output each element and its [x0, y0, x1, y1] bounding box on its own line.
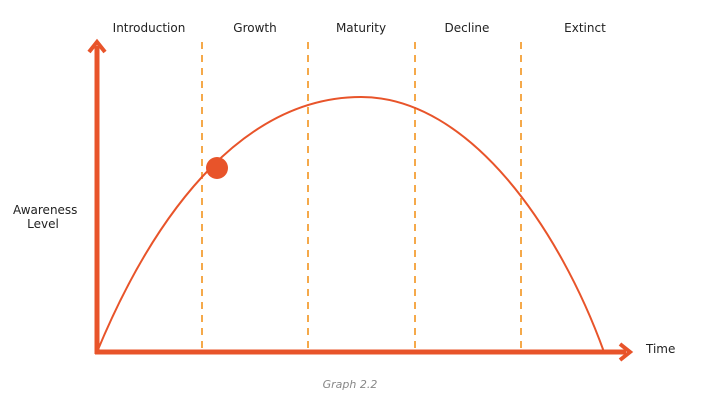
- stage-dividers: [201, 42, 522, 352]
- stage-label: Introduction: [112, 21, 186, 35]
- stage-label: Maturity: [335, 21, 387, 35]
- x-axis-arrow: [618, 342, 634, 362]
- caption: Graph 2.2: [322, 378, 378, 391]
- stage-label: Growth: [233, 21, 277, 35]
- lifecycle-curve: [96, 95, 605, 353]
- stage-label: Extinct: [564, 21, 606, 35]
- y-axis-arrow: [87, 38, 107, 54]
- x-axis-label: Time: [646, 342, 676, 356]
- stage-label: Decline: [444, 21, 490, 35]
- y-axis-label: Awareness Level: [13, 203, 78, 231]
- current-position-dot: [206, 157, 228, 179]
